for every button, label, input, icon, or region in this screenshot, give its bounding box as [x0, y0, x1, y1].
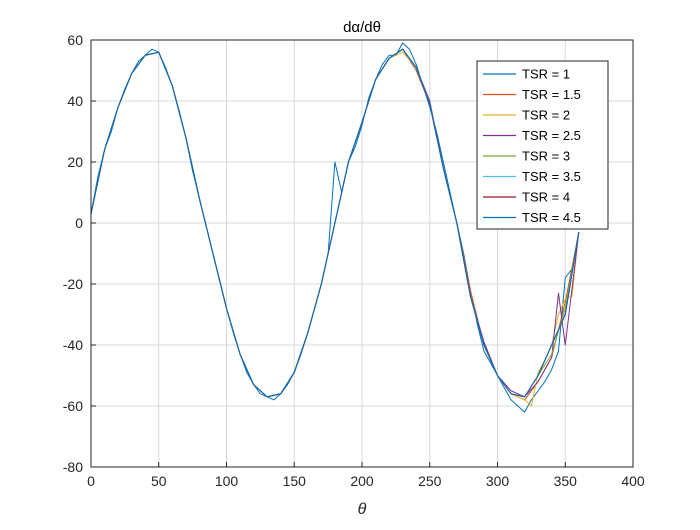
- legend-label: TSR = 1.5: [522, 87, 581, 102]
- legend-box: [476, 60, 609, 230]
- series-lines: [90, 42, 580, 413]
- x-tick-label: 100: [215, 473, 239, 489]
- x-tick-label: 250: [418, 473, 442, 489]
- chart-title: dα/dθ: [343, 19, 381, 36]
- legend-label: TSR = 4: [522, 190, 570, 205]
- x-tick-label: 0: [87, 473, 95, 489]
- legend-label: TSR = 2.5: [522, 128, 581, 143]
- y-tick-label: 20: [67, 154, 83, 170]
- y-tick-label: -20: [63, 276, 83, 292]
- y-tick-label: 60: [67, 32, 83, 48]
- legend-label: TSR = 3: [522, 149, 570, 164]
- legend-label: TSR = 3.5: [522, 169, 581, 184]
- x-tick-label: 150: [283, 473, 307, 489]
- x-tick-label: 50: [151, 473, 167, 489]
- y-tick-label: 0: [75, 215, 83, 231]
- legend: TSR = 1 TSR = 1.5 TSR = 2 TSR = 2.5 TSR = 3 T…: [476, 60, 609, 230]
- axis-ticks: 0 50 100 150 200 250 300 350 400 -80 -60 -40 -20 0 20 4…: [63, 32, 645, 489]
- x-tick-label: 400: [621, 473, 645, 489]
- x-tick-label: 200: [350, 473, 374, 489]
- legend-label: TSR = 2: [522, 108, 570, 123]
- series-line-8: [90, 48, 580, 398]
- x-tick-label: 300: [486, 473, 510, 489]
- y-tick-label: -40: [63, 337, 83, 353]
- x-tick-label: 350: [554, 473, 578, 489]
- y-tick-label: -80: [63, 459, 83, 475]
- y-tick-label: 40: [67, 93, 83, 109]
- x-axis-label: θ: [358, 501, 367, 518]
- legend-label: TSR = 1: [522, 67, 570, 82]
- y-tick-label: -60: [63, 398, 83, 414]
- legend-label: TSR = 4.5: [522, 210, 581, 225]
